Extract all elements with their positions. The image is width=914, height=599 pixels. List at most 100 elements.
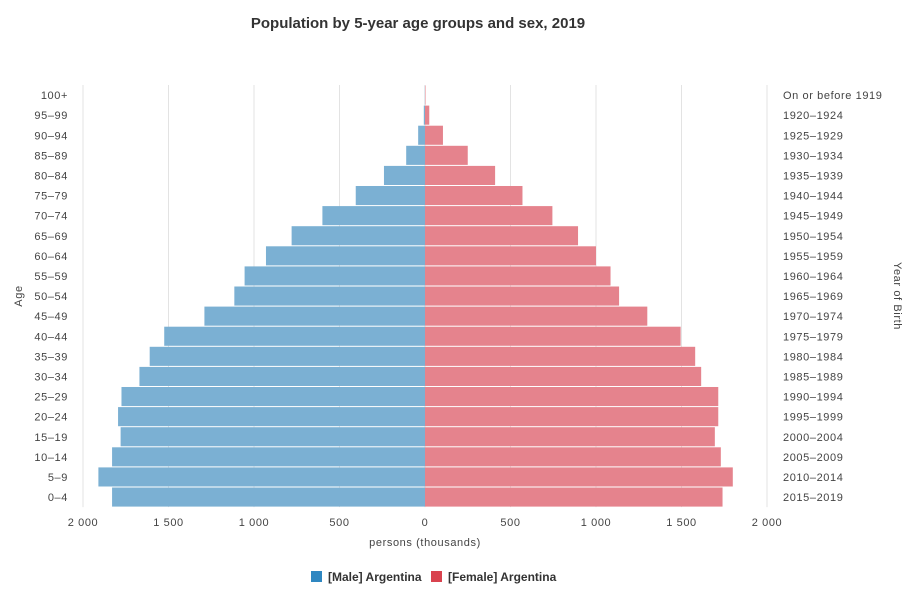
age-group-label: 90–94 (34, 130, 68, 142)
age-group-label: 55–59 (34, 271, 68, 283)
bar-male[interactable] (383, 165, 425, 185)
birth-year-label: 1970–1974 (783, 311, 843, 323)
bar-female[interactable] (425, 266, 611, 286)
birth-year-label: 1975–1979 (783, 331, 843, 343)
birth-year-label: 2010–2014 (783, 472, 843, 484)
x-tick-label: 2 000 (68, 517, 99, 529)
age-group-label: 100+ (41, 90, 68, 102)
age-group-label: 85–89 (34, 150, 68, 162)
legend-item-female[interactable]: [Female] Argentina (431, 570, 557, 584)
bar-male[interactable] (121, 387, 425, 407)
bar-female[interactable] (425, 226, 579, 246)
bar-male[interactable] (112, 447, 425, 467)
bar-female[interactable] (425, 306, 648, 326)
age-group-label: 5–9 (48, 472, 68, 484)
birth-year-label: 2005–2009 (783, 452, 843, 464)
bar-female[interactable] (425, 206, 553, 226)
x-tick-label: 1 000 (581, 517, 612, 529)
birth-year-label: On or before 1919 (783, 90, 882, 102)
bar-male[interactable] (120, 427, 426, 447)
x-tick-label: 2 000 (752, 517, 783, 529)
birth-year-label: 1950–1954 (783, 231, 843, 243)
birth-year-label: 1985–1989 (783, 371, 843, 383)
bar-female[interactable] (425, 85, 426, 105)
bar-male[interactable] (112, 487, 425, 507)
birth-year-label: 2015–2019 (783, 492, 843, 504)
birth-year-label: 1965–1969 (783, 291, 843, 303)
bar-male[interactable] (149, 346, 425, 366)
bar-female[interactable] (425, 246, 596, 266)
age-group-label: 0–4 (48, 492, 68, 504)
birth-year-label: 1945–1949 (783, 211, 843, 223)
age-group-label: 40–44 (34, 331, 68, 343)
legend-swatch-female (431, 571, 442, 582)
birth-year-labels: On or before 1919 1920–1924 1925–1929 1930–… (783, 90, 882, 504)
bar-male[interactable] (265, 246, 425, 266)
y2-axis-title: Year of Birth (891, 262, 903, 330)
bar-male[interactable] (234, 286, 425, 306)
age-group-label: 25–29 (34, 392, 68, 404)
bar-female[interactable] (425, 346, 696, 366)
birth-year-label: 2000–2004 (783, 432, 843, 444)
legend-item-male[interactable]: [Male] Argentina (311, 570, 422, 584)
age-group-label: 65–69 (34, 231, 68, 243)
bar-female[interactable] (425, 366, 702, 386)
legend-label-female: [Female] Argentina (448, 570, 557, 584)
bar-male[interactable] (406, 145, 425, 165)
bar-male[interactable] (291, 226, 425, 246)
x-tick-label: 500 (500, 517, 520, 529)
bar-male[interactable] (355, 186, 425, 206)
age-group-label: 80–84 (34, 170, 68, 182)
bar-female[interactable] (425, 326, 681, 346)
bar-male[interactable] (118, 407, 426, 427)
age-group-label: 70–74 (34, 211, 68, 223)
x-axis-title: persons (thousands) (369, 537, 481, 549)
bar-female[interactable] (425, 286, 620, 306)
bar-male[interactable] (244, 266, 425, 286)
bar-female[interactable] (425, 145, 468, 165)
bar-male[interactable] (423, 105, 425, 125)
age-group-label: 20–24 (34, 412, 68, 424)
male-bars (98, 85, 426, 507)
bar-female[interactable] (425, 447, 721, 467)
x-tick-label: 0 (422, 517, 429, 529)
chart-title: Population by 5-year age groups and sex,… (251, 15, 585, 32)
birth-year-label: 1925–1929 (783, 130, 843, 142)
bar-male[interactable] (418, 125, 425, 145)
bar-female[interactable] (425, 467, 733, 487)
bar-female[interactable] (425, 487, 723, 507)
bar-female[interactable] (425, 125, 443, 145)
bar-female[interactable] (425, 427, 715, 447)
age-group-label: 35–39 (34, 351, 68, 363)
bar-female[interactable] (425, 105, 430, 125)
legend-swatch-male (311, 571, 322, 582)
bar-female[interactable] (425, 387, 719, 407)
birth-year-label: 1920–1924 (783, 110, 843, 122)
age-group-label: 50–54 (34, 291, 68, 303)
birth-year-label: 1960–1964 (783, 271, 843, 283)
bar-female[interactable] (425, 165, 496, 185)
bar-male[interactable] (98, 467, 425, 487)
bar-male[interactable] (322, 206, 425, 226)
age-group-label: 60–64 (34, 251, 68, 263)
age-group-label: 30–34 (34, 371, 68, 383)
birth-year-label: 1980–1984 (783, 351, 843, 363)
bar-male[interactable] (164, 326, 425, 346)
birth-year-label: 1990–1994 (783, 392, 843, 404)
x-tick-labels: 2 000 1 500 1 000 500 0 500 1 000 1 500 2 000 (68, 517, 783, 529)
x-tick-label: 1 000 (239, 517, 270, 529)
legend: [Male] Argentina [Female] Argentina (311, 570, 557, 584)
birth-year-label: 1955–1959 (783, 251, 843, 263)
bar-female[interactable] (425, 407, 719, 427)
age-group-label: 10–14 (34, 452, 68, 464)
birth-year-label: 1995–1999 (783, 412, 843, 424)
age-group-label: 75–79 (34, 191, 68, 203)
legend-label-male: [Male] Argentina (328, 570, 422, 584)
bar-male[interactable] (139, 366, 425, 386)
bar-female[interactable] (425, 186, 523, 206)
bar-male[interactable] (204, 306, 425, 326)
x-tick-label: 1 500 (666, 517, 697, 529)
age-group-label: 15–19 (34, 432, 68, 444)
birth-year-label: 1940–1944 (783, 191, 843, 203)
